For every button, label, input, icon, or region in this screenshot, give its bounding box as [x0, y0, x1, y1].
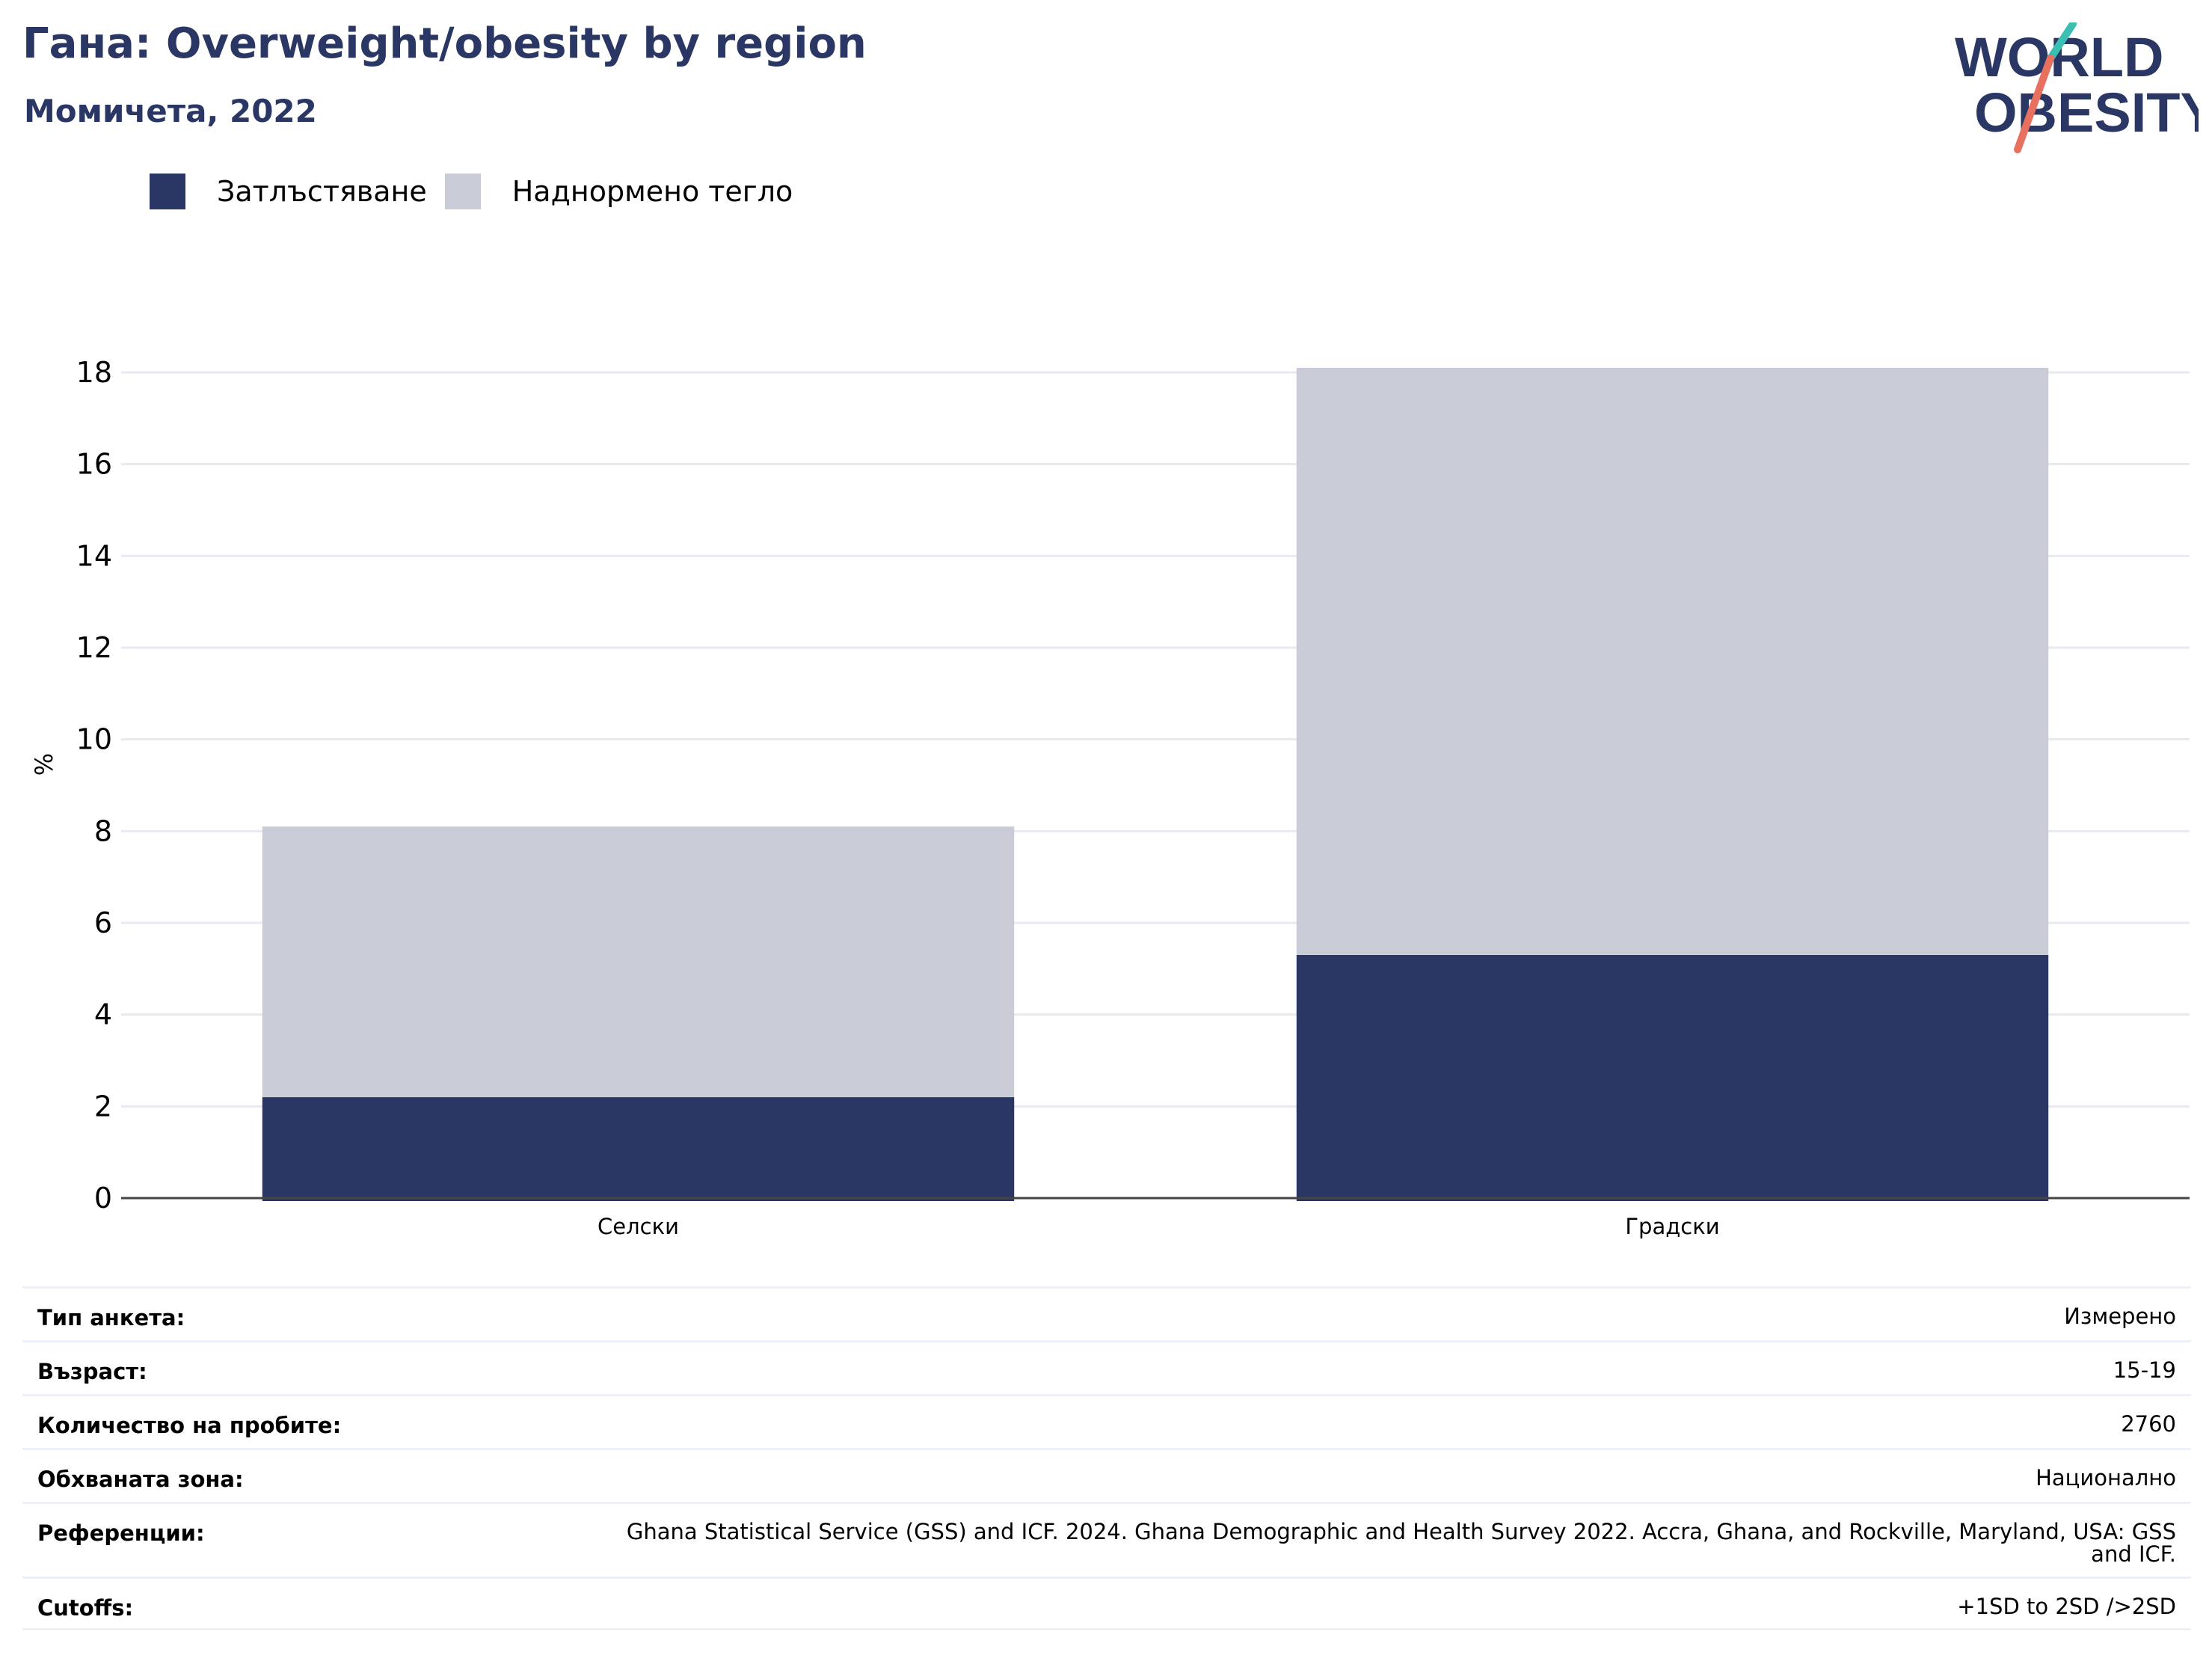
meta-value: Ghana Statistical Service (GSS) and ICF.…	[626, 1519, 2176, 1567]
meta-row: Обхваната зона: Национално	[22, 1448, 2191, 1502]
y-tick-label: 12	[76, 631, 112, 664]
survey-metadata-table: Тип анкета: Измерено Възраст: 15-19 Количест…	[22, 1286, 2191, 1630]
bar-segment-obesity	[1296, 954, 2049, 1201]
meta-value: Национално	[2036, 1465, 2176, 1491]
y-tick-label: 8	[94, 814, 112, 847]
legend-label-obesity: Затлъстяване	[217, 175, 427, 208]
meta-key: Cutoffs:	[37, 1595, 134, 1621]
bar-segment-overweight	[262, 826, 1015, 1098]
chart-subtitle: Момичета, 2022	[24, 93, 317, 129]
chart-legend: Затлъстяване Наднормено тегло	[150, 172, 811, 211]
y-tick-label: 10	[76, 723, 112, 756]
y-axis-label: %	[30, 753, 58, 776]
legend-swatch-overweight	[444, 174, 481, 209]
meta-value: +1SD to 2SD />2SD	[1957, 1594, 2176, 1619]
meta-row: Референции: Ghana Statistical Service (GS…	[22, 1502, 2191, 1577]
meta-key: Тип анкета:	[37, 1305, 185, 1330]
meta-key: Обхваната зона:	[37, 1467, 244, 1492]
meta-row: Cutoffs: +1SD to 2SD />2SD	[22, 1577, 2191, 1630]
bar-segment-obesity	[262, 1097, 1015, 1201]
logo-slash-teal	[2047, 22, 2077, 62]
meta-row: Тип анкета: Измерено	[22, 1286, 2191, 1340]
chart-title: Гана: Overweight/obesity by region	[22, 19, 867, 68]
y-tick-label: 14	[76, 539, 112, 572]
meta-value: 2760	[2121, 1411, 2176, 1437]
meta-row: Възраст: 15-19	[22, 1340, 2191, 1394]
logo-slash-coral	[2014, 55, 2054, 153]
meta-key: Възраст:	[37, 1359, 147, 1384]
meta-key: Количество на пробите:	[37, 1413, 342, 1438]
x-tick-label: Селски	[597, 1214, 679, 1239]
y-tick-label: 6	[94, 906, 112, 939]
bar-segment-overweight	[1296, 367, 2049, 955]
x-tick-label: Градски	[1625, 1214, 1719, 1239]
logo-line-1: WORLD	[1955, 26, 2164, 88]
meta-key: Референции:	[37, 1520, 205, 1546]
legend-swatch-obesity	[150, 174, 185, 209]
y-tick-label: 0	[94, 1182, 112, 1215]
y-tick-label: 16	[76, 448, 112, 481]
y-tick-label: 4	[94, 998, 112, 1031]
legend-item-overweight: Наднормено тегло	[444, 174, 793, 209]
world-obesity-logo: WORLD OBESITY	[1955, 22, 2199, 153]
axes: 0 2 4 6 8 10 12 14 16 18 Селски Градски	[76, 356, 2190, 1239]
logo-line-2: OBESITY	[1974, 82, 2199, 144]
bars	[262, 367, 2049, 1201]
y-tick-label: 2	[94, 1090, 112, 1123]
y-tick-label: 18	[76, 356, 112, 389]
meta-value: 15-19	[2113, 1357, 2176, 1383]
bar-chart: 0 2 4 6 8 10 12 14 16 18 Селски Градски %	[30, 356, 2190, 1239]
legend-label-overweight: Наднормено тегло	[511, 175, 793, 208]
meta-row: Количество на пробите: 2760	[22, 1394, 2191, 1448]
meta-value: Измерено	[2064, 1304, 2176, 1329]
legend-item-obesity: Затлъстяване	[150, 174, 427, 209]
